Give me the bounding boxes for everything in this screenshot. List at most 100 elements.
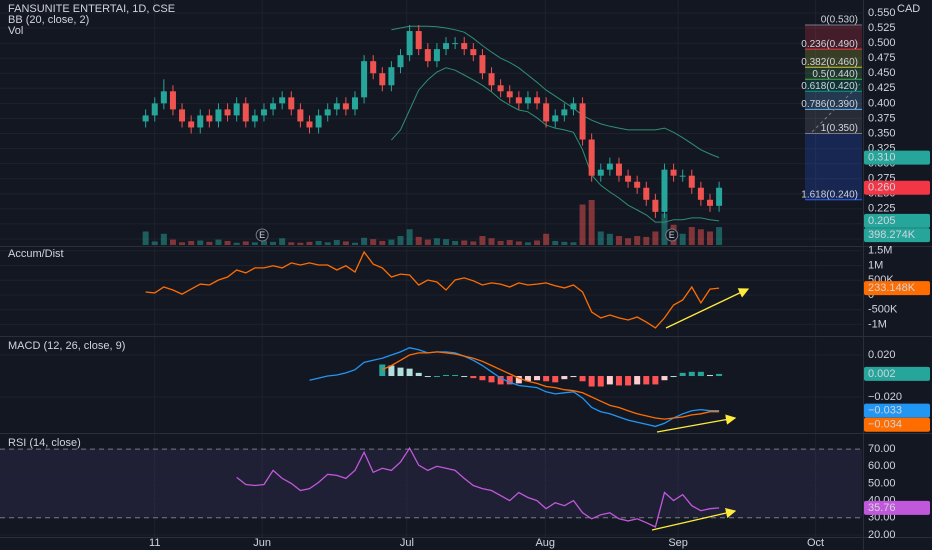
candle-body: [606, 163, 613, 170]
candle-body: [279, 97, 286, 104]
candle-body: [424, 49, 431, 62]
candle-body: [242, 103, 249, 122]
macd-histogram-bar: [479, 376, 486, 381]
volume-bar: [242, 241, 249, 245]
macd-histogram-bar: [506, 376, 513, 385]
price-badge-label: 0.310: [868, 152, 896, 164]
x-tick-label: Sep: [668, 537, 688, 549]
event-label: E: [259, 230, 265, 240]
volume-bar: [470, 241, 477, 245]
macd-histogram-bar: [470, 376, 477, 379]
volume-bar: [606, 233, 613, 245]
candle-body: [670, 169, 677, 176]
volume-bar: [497, 240, 504, 245]
x-tick-label: Aug: [535, 537, 555, 549]
candle-body: [597, 169, 604, 176]
price-badge-label: −0.033: [868, 405, 902, 417]
annotation-arrow: [651, 507, 737, 531]
price-badge-label: 398.274K: [868, 229, 916, 241]
candle-body: [197, 115, 204, 128]
candle-body: [297, 109, 304, 122]
y-tick-label: 0.225: [868, 203, 896, 215]
macd-histogram-bar: [579, 376, 586, 382]
macd-histogram-bar: [679, 372, 686, 377]
candle-body: [716, 187, 723, 206]
volume-bar: [524, 242, 531, 245]
price-badge: [864, 417, 930, 432]
y-tick-label: −0.020: [868, 391, 902, 403]
macd-histogram-bar: [615, 376, 622, 386]
candle-body: [406, 31, 413, 56]
volume-bar: [288, 242, 295, 245]
volume-bar: [206, 241, 213, 245]
price-badge: [864, 150, 930, 165]
x-tick-label: 11: [149, 537, 160, 549]
candle-body: [524, 97, 531, 104]
fib-label: 0.236(0.490): [801, 39, 858, 50]
volume-bar: [688, 227, 695, 245]
volume-bar: [169, 239, 176, 245]
volume-bar: [333, 240, 340, 245]
volume-bar: [561, 241, 568, 245]
volume-bar: [361, 237, 368, 245]
event-label: E: [669, 230, 675, 240]
price-badge: [864, 213, 930, 228]
candle-body: [697, 187, 704, 200]
y-tick-label: 60.00: [868, 460, 896, 472]
y-tick-label: 1M: [868, 259, 883, 271]
candle-body: [452, 43, 459, 45]
pane-title: Accum/Dist: [8, 248, 64, 260]
y-tick-label: 0.550: [868, 7, 896, 19]
annotation-arrow: [665, 288, 750, 329]
volume-bar: [443, 239, 450, 245]
price-badge-label: 35.76: [868, 502, 896, 514]
macd-histogram-bar: [497, 376, 504, 385]
volume-bar: [543, 233, 550, 245]
volume-bar: [570, 242, 577, 245]
volume-bar: [151, 241, 158, 245]
candle-body: [679, 175, 686, 177]
volume-bar: [479, 236, 486, 245]
volume-bar: [351, 242, 358, 245]
candle-body: [397, 55, 404, 68]
macd-histogram-bar: [433, 376, 440, 378]
volume-bar: [615, 236, 622, 245]
fib-label: 0.382(0.460): [801, 57, 858, 68]
volume-bar: [415, 236, 422, 245]
price-badge-label: 0.002: [868, 368, 896, 380]
fib-label: 1.618(0.240): [801, 189, 858, 200]
candle-body: [160, 91, 167, 104]
x-tick-label: Jun: [253, 537, 271, 549]
candle-body: [151, 103, 158, 116]
macd-histogram-bar: [406, 368, 413, 377]
macd-histogram-bar: [552, 376, 559, 383]
candle-body: [315, 115, 322, 128]
candle-body: [206, 115, 213, 122]
candle-body: [552, 115, 559, 122]
fib-zone: [805, 133, 862, 200]
volume-bar: [224, 240, 231, 245]
chart-title: FANSUNITE ENTERTAI, 1D, CSE: [8, 3, 175, 15]
macd-histogram-bar: [488, 376, 495, 383]
y-tick-label: 0.020: [868, 349, 896, 361]
macd-histogram-bar: [570, 376, 577, 378]
y-tick-label: 20.00: [868, 529, 896, 541]
y-tick-label: 0.375: [868, 112, 896, 124]
macd-histogram-bar: [588, 376, 595, 387]
candle-body: [497, 85, 504, 92]
macd-histogram-bar: [606, 376, 613, 385]
macd-histogram-bar: [697, 371, 704, 377]
candle-body: [379, 73, 386, 86]
fib-label: 0.786(0.390): [801, 99, 858, 110]
price-badge-label: 233.148K: [868, 282, 916, 294]
candle-body: [534, 97, 541, 104]
volume-bar: [661, 213, 668, 245]
volume-bar: [552, 240, 559, 245]
accum-dist-line: [145, 250, 720, 329]
macd-histogram-bar: [388, 365, 395, 377]
volume-bar: [370, 239, 377, 245]
candle-body: [370, 61, 377, 74]
macd-histogram-bar: [534, 376, 541, 381]
volume-bar: [716, 227, 723, 245]
